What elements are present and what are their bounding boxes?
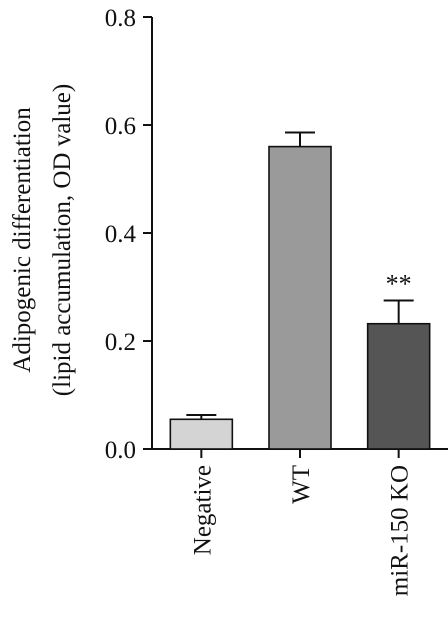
y-tick-label: 0.6 [105,113,136,140]
bar [268,145,332,450]
y-tick-label: 0.8 [105,5,136,32]
labels: Adipogenic differentiation (lipid accumu… [9,84,76,396]
y-tick-label: 0.2 [105,329,136,356]
x-tick-label: miR-150 KO [387,465,414,596]
bar [169,418,234,450]
y-tick-label: 0.4 [105,221,137,248]
bars: ** [169,131,431,450]
x-tick-label: Negative [189,465,216,555]
y-axis-label-line1: Adipogenic differentiation [9,107,36,373]
y-tick-label: 0.0 [105,437,136,464]
axes: 0.0 0.2 0.4 0.6 0.8 Negative WT miR-150 KO [105,5,448,596]
bar [366,322,431,450]
significance-label: ** [386,270,412,299]
x-tick-label: WT [288,465,315,504]
y-axis-label-line2: (lipid accumulation, OD value) [49,84,76,396]
